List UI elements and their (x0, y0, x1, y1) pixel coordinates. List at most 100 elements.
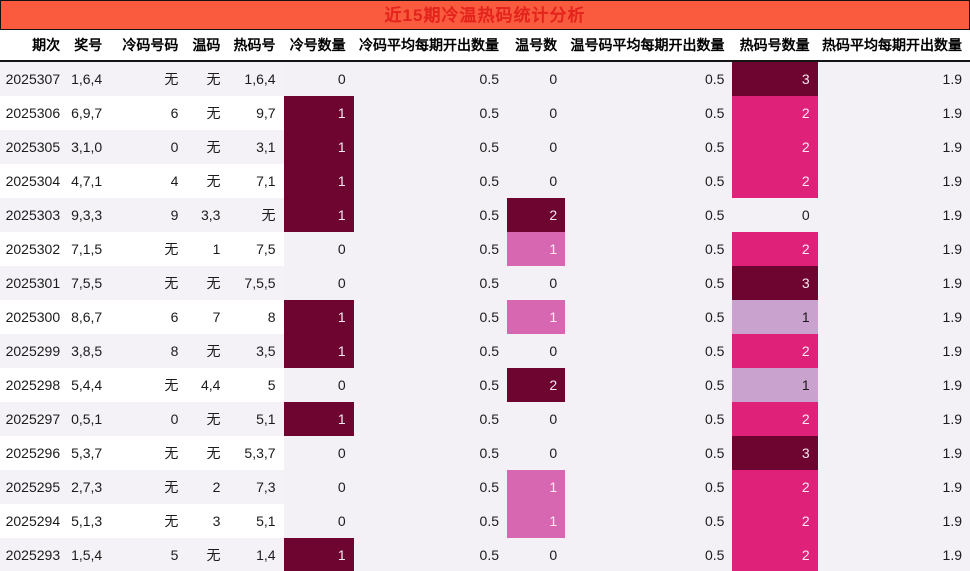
data-cell: 无 (186, 402, 229, 436)
data-cell: 6 (110, 96, 187, 130)
data-cell: 0.5 (353, 334, 507, 368)
data-cell: 无 (186, 334, 229, 368)
data-cell: 4 (110, 164, 187, 198)
data-cell: 3,3 (186, 198, 229, 232)
period-cell: 2025303 (0, 198, 69, 232)
data-cell: 1,6,4 (228, 61, 284, 96)
data-cell: 2 (732, 130, 818, 164)
data-cell: 2 (186, 470, 229, 504)
table-row: 2025307 1,6,4 无无 1,6,4 0 0.5 0 0.5 3 1.9 (0, 61, 970, 96)
table-row: 2025298 5,4,4 无 4,4 5 0 0.5 2 0.5 1 1.9 (0, 368, 970, 402)
data-cell: 0.5 (565, 436, 733, 470)
column-header: 热码号数量 (732, 30, 818, 62)
column-header: 冷号数量 (283, 30, 354, 62)
period-cell: 2025305 (0, 130, 69, 164)
data-cell: 9,7 (228, 96, 284, 130)
data-cell: 1,6,4 (68, 61, 111, 96)
data-cell: 3 (732, 61, 818, 96)
column-header: 温号数 (507, 30, 566, 62)
table-row: 2025303 9,3,3 9 3,3 无 1 0.5 2 0.5 0 1.9 (0, 198, 970, 232)
data-cell: 8,6,7 (68, 300, 111, 334)
data-cell: 2 (732, 334, 818, 368)
data-cell: 1 (507, 504, 566, 538)
column-header: 冷码号码 (110, 30, 187, 62)
data-cell: 0.5 (565, 300, 733, 334)
data-cell: 0.5 (565, 402, 733, 436)
period-cell: 2025296 (0, 436, 69, 470)
data-cell: 1.9 (817, 232, 970, 266)
table-row: 2025295 2,7,3 无 2 7,3 0 0.5 1 0.5 2 1.9 (0, 470, 970, 504)
data-cell: 0 (507, 334, 566, 368)
data-cell: 5,3,7 (228, 436, 284, 470)
table-row: 2025304 4,7,1 4 无 7,1 1 0.5 0 0.5 2 1.9 (0, 164, 970, 198)
data-cell: 0.5 (353, 266, 507, 300)
data-cell: 无 (110, 61, 187, 96)
table-body: 2025307 1,6,4 无无 1,6,4 0 0.5 0 0.5 3 1.9 2025306 6,… (0, 61, 970, 571)
data-cell: 7,5,5 (68, 266, 111, 300)
data-cell: 0 (507, 436, 566, 470)
data-cell: 7 (186, 300, 229, 334)
data-cell: 9,3,3 (68, 198, 111, 232)
column-header: 温码 (186, 30, 229, 62)
data-cell: 2 (732, 96, 818, 130)
data-cell: 0.5 (353, 538, 507, 571)
data-cell: 0.5 (353, 232, 507, 266)
data-cell: 5,1 (228, 402, 284, 436)
data-cell: 无 (110, 266, 187, 300)
data-cell: 0.5 (565, 368, 733, 402)
data-cell: 6,9,7 (68, 96, 111, 130)
data-cell: 1 (283, 130, 354, 164)
data-cell: 无 (110, 436, 187, 470)
data-cell: 1 (283, 334, 354, 368)
data-cell: 2 (507, 368, 566, 402)
column-header: 热码号 (228, 30, 284, 62)
data-cell: 4,7,1 (68, 164, 111, 198)
data-cell: 1 (186, 232, 229, 266)
data-cell: 0 (283, 266, 354, 300)
data-cell: 6 (110, 300, 187, 334)
data-cell: 0.5 (353, 368, 507, 402)
data-cell: 1 (507, 470, 566, 504)
data-cell: 1.9 (817, 334, 970, 368)
data-cell: 无 (110, 504, 187, 538)
data-cell: 0.5 (565, 164, 733, 198)
data-cell: 0 (507, 61, 566, 96)
data-cell: 0.5 (565, 504, 733, 538)
data-cell: 0 (507, 130, 566, 164)
table-row: 2025297 0,5,1 0 无 5,1 1 0.5 0 0.5 2 1.9 (0, 402, 970, 436)
data-cell: 0.5 (353, 61, 507, 96)
data-cell: 1 (507, 300, 566, 334)
data-cell: 0.5 (353, 164, 507, 198)
data-cell: 0.5 (353, 470, 507, 504)
data-cell: 4,4 (186, 368, 229, 402)
data-cell: 5,1,3 (68, 504, 111, 538)
data-cell: 0.5 (353, 402, 507, 436)
data-cell: 0.5 (565, 130, 733, 164)
data-cell: 7,1 (228, 164, 284, 198)
data-cell: 5,1 (228, 504, 284, 538)
table-header-row: 期次 奖号 冷码号码 温码 热码号 冷号数量 冷码平均每期开出数量 温号数 温号码平均每期开出数… (0, 30, 970, 62)
data-cell: 0 (507, 164, 566, 198)
data-cell: 1 (283, 402, 354, 436)
data-cell: 0.5 (353, 300, 507, 334)
data-cell: 1.9 (817, 266, 970, 300)
data-cell: 0.5 (565, 334, 733, 368)
data-cell: 0.5 (353, 198, 507, 232)
data-cell: 2 (732, 538, 818, 571)
column-header: 热码平均每期开出数量 (817, 30, 970, 62)
data-cell: 0 (283, 368, 354, 402)
data-cell: 7,3 (228, 470, 284, 504)
period-cell: 2025302 (0, 232, 69, 266)
data-cell: 2 (732, 504, 818, 538)
period-cell: 2025306 (0, 96, 69, 130)
data-cell: 2 (507, 198, 566, 232)
data-cell: 0 (283, 470, 354, 504)
period-cell: 2025295 (0, 470, 69, 504)
table-row: 2025299 3,8,5 8 无 3,5 1 0.5 0 0.5 2 1.9 (0, 334, 970, 368)
data-cell: 3,5 (228, 334, 284, 368)
data-cell: 1 (283, 198, 354, 232)
data-cell: 3,1 (228, 130, 284, 164)
data-cell: 1.9 (817, 538, 970, 571)
data-cell: 0 (110, 402, 187, 436)
data-cell: 0 (507, 96, 566, 130)
